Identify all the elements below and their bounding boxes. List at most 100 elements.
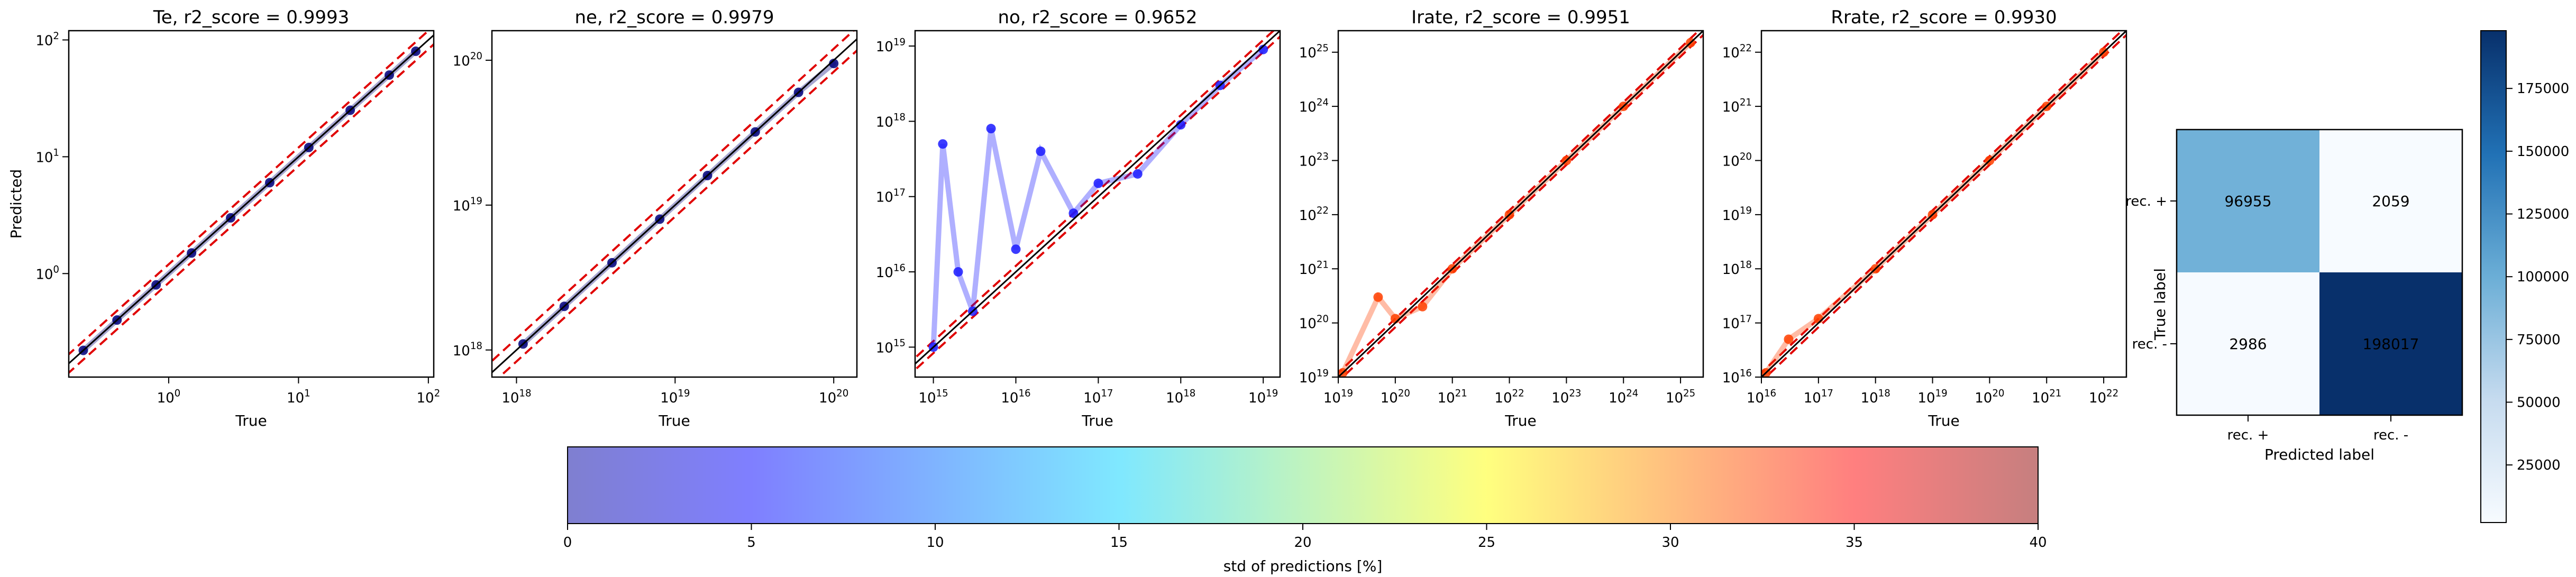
colorbar-tick-label: 20 bbox=[1294, 535, 1311, 551]
x-tick-label: 1022 bbox=[2089, 388, 2118, 406]
colorbar-tick-label: 40 bbox=[2029, 535, 2047, 551]
data-point bbox=[1176, 120, 1186, 130]
identity-line bbox=[492, 38, 857, 374]
x-tick-label: 100 bbox=[157, 388, 181, 406]
x-tick-label: 1020 bbox=[1975, 388, 2004, 406]
colorbar-tick-label: 175000 bbox=[2517, 81, 2569, 97]
colorbar-tick-label: 150000 bbox=[2517, 144, 2569, 160]
plot-area bbox=[915, 31, 1280, 371]
x-tick-label: 1015 bbox=[918, 388, 948, 406]
colorbar-tick-label: 35 bbox=[1846, 535, 1863, 551]
x-tick-label: 1018 bbox=[1861, 388, 1890, 406]
data-point bbox=[938, 139, 948, 149]
y-tick-label: rec. - bbox=[2132, 336, 2167, 352]
plot-area bbox=[492, 31, 857, 377]
axes-frame bbox=[491, 30, 858, 378]
x-axis-label: True bbox=[1928, 412, 1959, 429]
matrix-cell bbox=[2319, 130, 2462, 272]
lower-bound-line bbox=[1341, 33, 1703, 377]
colorbar-label: std of predictions [%] bbox=[1223, 557, 1383, 575]
x-tick-label: 1022 bbox=[1494, 388, 1524, 406]
axes-frame bbox=[68, 30, 435, 378]
scatter-panel-2: 1018 1019 1020 1018 1019 1020 ne, r2_score = 0… bbox=[453, 7, 858, 429]
data-point bbox=[1784, 334, 1794, 344]
x-tick-label: 1021 bbox=[2032, 388, 2061, 406]
x-tick-label: 1019 bbox=[1323, 388, 1353, 406]
upper-bound-line bbox=[492, 31, 855, 363]
y-tick-label: 1016 bbox=[876, 262, 906, 281]
lower-bound-line bbox=[915, 35, 1280, 371]
y-tick-label: 1017 bbox=[1722, 314, 1752, 332]
cell-value: 198017 bbox=[2363, 335, 2419, 353]
panel-title: no, r2_score = 0.9652 bbox=[998, 7, 1197, 28]
upper-bound-line bbox=[1338, 31, 1701, 374]
x-tick-label: 1016 bbox=[1001, 388, 1030, 406]
y-tick-label: 1019 bbox=[876, 36, 906, 55]
data-point bbox=[1373, 292, 1383, 302]
lower-bound-line bbox=[69, 43, 434, 374]
data-point bbox=[986, 124, 996, 134]
data-point bbox=[1132, 169, 1143, 179]
plot-area bbox=[69, 31, 434, 374]
x-tick-label: 1019 bbox=[660, 388, 690, 406]
y-tick-label: 1024 bbox=[1299, 97, 1329, 115]
x-tick-label: 1020 bbox=[1381, 388, 1410, 406]
data-point bbox=[953, 267, 963, 277]
colorbar-tick-label: 125000 bbox=[2517, 207, 2569, 223]
matrix-cell bbox=[2177, 272, 2319, 415]
lower-bound-line bbox=[1764, 33, 2126, 377]
matrix-frame bbox=[2176, 129, 2463, 416]
cell-value: 2986 bbox=[2229, 335, 2267, 353]
y-tick-label: 1016 bbox=[1722, 368, 1752, 386]
y-tick-label: 1025 bbox=[1299, 43, 1329, 61]
scatter-panel-3: 1015 1016 1017 1018 1019 1015 1016 1017 1018 1019… bbox=[876, 7, 1281, 429]
data-point bbox=[1036, 146, 1046, 157]
confusion-matrix: 96955 2059 2986 198017 rec. + rec. - rec. + rec… bbox=[2125, 129, 2463, 463]
data-point bbox=[1258, 44, 1268, 54]
x-tick-label: 1018 bbox=[1166, 388, 1195, 406]
colorbar-tick-label: 15 bbox=[1110, 535, 1128, 551]
x-tick-label: 1017 bbox=[1804, 388, 1833, 406]
colorbar-tick-label: 25 bbox=[1478, 535, 1495, 551]
y-tick-label: 1018 bbox=[876, 112, 906, 131]
data-point bbox=[1011, 244, 1021, 254]
identity-line bbox=[1761, 31, 2126, 377]
point-band bbox=[930, 47, 1266, 350]
scatter-panel-4: 1019 1020 1021 1022 1023 1024 1025 1019 1020 1021… bbox=[1299, 7, 1704, 429]
data-point bbox=[1418, 301, 1428, 312]
x-tick-label: 1025 bbox=[1666, 388, 1695, 406]
axes-frame bbox=[1337, 30, 1704, 378]
x-tick-label: 1018 bbox=[501, 388, 531, 406]
upper-bound-line bbox=[915, 31, 1275, 360]
y-axis-label: Predicted bbox=[7, 169, 25, 239]
y-tick-label: 1017 bbox=[876, 187, 906, 206]
panel-title: Irate, r2_score = 0.9951 bbox=[1411, 7, 1630, 28]
y-tick-label: rec. + bbox=[2125, 194, 2167, 209]
plot-area bbox=[1761, 31, 2126, 377]
y-tick-label: 1021 bbox=[1722, 97, 1752, 115]
y-axis-label: True label bbox=[2151, 268, 2169, 341]
y-tick-label: 1020 bbox=[453, 51, 482, 69]
y-tick-label: 1018 bbox=[453, 341, 482, 359]
x-tick-label: 1019 bbox=[1248, 388, 1278, 406]
x-tick-label: 1019 bbox=[1917, 388, 1947, 406]
panel-title: Te, r2_score = 0.9993 bbox=[153, 7, 350, 28]
upper-bound-line bbox=[69, 31, 430, 356]
colorbar-tick-label: 100000 bbox=[2517, 269, 2569, 285]
y-tick-label: 1018 bbox=[1722, 260, 1752, 278]
x-tick-label: rec. + bbox=[2227, 427, 2269, 443]
x-axis-label: True bbox=[1504, 412, 1536, 429]
y-tick-label: 1019 bbox=[1722, 205, 1752, 224]
scatter-panel-1: 100 101 102 100 101 102 Te, r2_score = 0.9993 T… bbox=[7, 7, 440, 429]
x-tick-label: 101 bbox=[287, 388, 310, 406]
y-tick-label: 1023 bbox=[1299, 151, 1329, 170]
x-axis-label: True bbox=[658, 412, 690, 429]
y-tick-label: 1022 bbox=[1722, 43, 1752, 61]
x-tick-label: 1020 bbox=[819, 388, 848, 406]
y-tick-label: 1021 bbox=[1299, 260, 1329, 278]
colorbar-tick-label: 10 bbox=[926, 535, 944, 551]
colorbar-gradient bbox=[2480, 30, 2507, 523]
data-point bbox=[829, 59, 839, 69]
y-tick-label: 1015 bbox=[876, 338, 906, 356]
